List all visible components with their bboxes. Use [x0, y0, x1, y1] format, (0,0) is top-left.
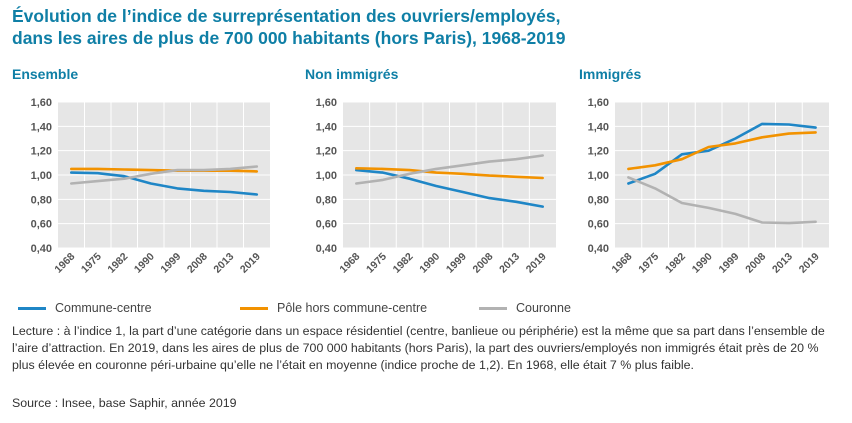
panel-2-x-tick-label: 1982	[391, 251, 416, 276]
panel-2-series-pole-hors-commune-centre	[354, 167, 545, 180]
chart-title-line-1: Évolution de l’indice de surreprésentati…	[12, 6, 561, 26]
chart-title: Évolution de l’indice de surreprésentati…	[12, 5, 842, 49]
panel-3-series-pole-hors-commune-centre	[627, 131, 817, 171]
charts-area: Ensemble 0,40 0,60 0,80 1,00 1,20 1,40 1,60 1968…	[12, 66, 829, 276]
panel-1-y-tick-label: 1,60	[31, 97, 52, 109]
panel-3-x-tick-label: 2008	[743, 251, 768, 276]
panel-3-x-tick-label: 1999	[716, 251, 741, 276]
panel-1-title: Ensemble	[12, 66, 78, 82]
panel-1-y-tick-label: 0,60	[31, 219, 52, 231]
panel-1-y-tick-label: 0,80	[31, 194, 52, 206]
panel-3-title: Immigrés	[579, 66, 641, 82]
legend: Commune-centre Pôle hors commune-centre …	[12, 301, 842, 319]
source-note: Source : Insee, base Saphir, année 2019	[12, 396, 237, 410]
panel-1-series-pole-hors-commune-centre	[70, 167, 259, 173]
panel-2-x-tick-label: 1968	[337, 251, 362, 276]
panel-3-x-tick-label: 1990	[690, 251, 715, 276]
panel-1-series-commune-centre	[70, 171, 259, 196]
panel-3-y-tick-label: 0,60	[588, 219, 609, 231]
panel-2-x-tick-label: 2019	[524, 251, 549, 276]
panel-3-x-tick-label: 1975	[636, 251, 661, 276]
panel-3-x-tick-label: 1968	[609, 251, 634, 276]
legend-item-pole: Pôle hors commune-centre	[240, 301, 427, 315]
panel-3-y-tick-label: 0,80	[588, 194, 609, 206]
panel-1-x-tick-label: 1975	[79, 251, 104, 276]
panel-2-x-tick-label: 2013	[497, 251, 522, 276]
legend-label-commune-centre: Commune-centre	[55, 301, 152, 315]
panel-2-x-tick-label: 1999	[444, 251, 469, 276]
panel-2-series-commune-centre	[354, 168, 545, 208]
panel-3-y-tick-label: 1,60	[588, 97, 609, 109]
reading-note: Lecture : à l’indice 1, la part d’une ca…	[12, 324, 825, 372]
panel-2-x-tick-label: 1990	[417, 251, 442, 276]
panel-3-x-tick-label: 2019	[797, 251, 822, 276]
legend-item-couronne: Couronne	[479, 301, 571, 315]
chart-title-line-2: dans les aires de plus de 700 000 habita…	[12, 28, 566, 48]
panel-3-y-tick-label: 1,00	[588, 170, 609, 182]
panel-1-y-tick-label: 1,40	[31, 121, 52, 133]
panel-1-x-tick-label: 1990	[132, 251, 157, 276]
panel-3-y-tick-label: 0,40	[588, 243, 609, 255]
panel-2-y-tick-label: 1,00	[316, 170, 337, 182]
legend-label-couronne: Couronne	[516, 301, 571, 315]
panel-1-y-tick-label: 0,40	[31, 243, 52, 255]
legend-swatch-commune-centre	[18, 306, 46, 310]
panel-2-y-tick-label: 0,60	[316, 219, 337, 231]
legend-swatch-pole	[240, 306, 268, 310]
legend-swatch-couronne	[479, 306, 507, 310]
panel-2-title: Non immigrés	[305, 66, 399, 82]
panel-1-x-tick-label: 1982	[105, 251, 130, 276]
panel-1-y-tick-label: 1,20	[31, 146, 52, 158]
legend-label-pole: Pôle hors commune-centre	[277, 301, 428, 315]
panel-1-x-tick-label: 2013	[211, 251, 236, 276]
panel-3-y-tick-label: 1,20	[588, 146, 609, 158]
panel-2-y-tick-label: 0,40	[316, 243, 337, 255]
legend-item-commune-centre: Commune-centre	[18, 301, 152, 315]
panel-3-y-tick-label: 1,40	[588, 121, 609, 133]
panel-2-y-tick-label: 1,20	[316, 146, 337, 158]
panel-2-x-tick-label: 2008	[471, 251, 496, 276]
panel-1-x-tick-label: 2008	[185, 251, 210, 276]
panel-1-series-couronne	[70, 165, 259, 185]
panel-2-y-tick-label: 0,80	[316, 194, 337, 206]
panel-1-x-tick-label: 2019	[238, 251, 263, 276]
panel-2-x-tick-label: 1975	[364, 251, 389, 276]
panel-3-series-couronne	[627, 176, 817, 225]
panel-2-series-couronne	[354, 154, 545, 185]
panel-3-x-tick-label: 1982	[663, 251, 688, 276]
panel-1-x-tick-label: 1968	[52, 251, 77, 276]
panel-2-y-tick-label: 1,60	[316, 97, 337, 109]
panel-1-y-tick-label: 1,00	[31, 170, 52, 182]
panel-1-x-tick-label: 1999	[158, 251, 183, 276]
panel-3-x-tick-label: 2013	[770, 251, 795, 276]
panel-2-y-tick-label: 1,40	[316, 121, 337, 133]
